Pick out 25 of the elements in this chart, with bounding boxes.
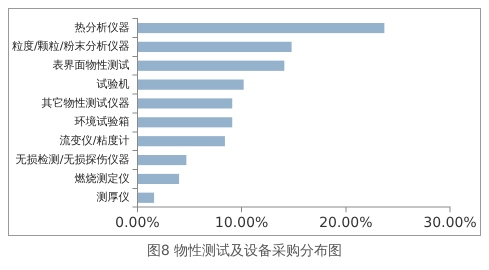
y-tick-label: 测厚仪: [96, 190, 130, 204]
y-tick-label: 粒度/颗粒/粉末分析仪器: [12, 40, 130, 53]
bar: [138, 136, 225, 146]
bar: [138, 174, 180, 184]
bar: [138, 42, 292, 52]
text: 图8 物性测试及设备采购分布图: [146, 242, 344, 260]
bar: [138, 22, 384, 34]
y-tick-label: 无损检测/无损探伤仪器: [16, 152, 130, 166]
y-tick-label: 表界面物性测试: [52, 58, 130, 72]
y-tick-label: 热分析仪器: [74, 20, 130, 34]
y-tick-label: 流变仪/粘度计: [60, 134, 130, 148]
y-tick-label: 试验机: [96, 77, 130, 90]
x-tick-label: 10.00%: [214, 215, 268, 232]
bar: [138, 117, 232, 128]
y-tick-label: 其它物性测试仪器: [41, 96, 130, 110]
bar: [138, 192, 154, 203]
x-tick-label: 30.00%: [423, 215, 477, 232]
bar: [138, 98, 232, 109]
x-tick-label: 0.00%: [115, 215, 160, 232]
x-tick-label: 20.00%: [319, 215, 372, 232]
bar: [138, 154, 186, 166]
bar: [138, 60, 284, 71]
bar: [138, 80, 244, 90]
y-tick-label: 环境试验箱: [74, 115, 130, 128]
y-tick-label: 燃烧测定仪: [74, 172, 130, 185]
